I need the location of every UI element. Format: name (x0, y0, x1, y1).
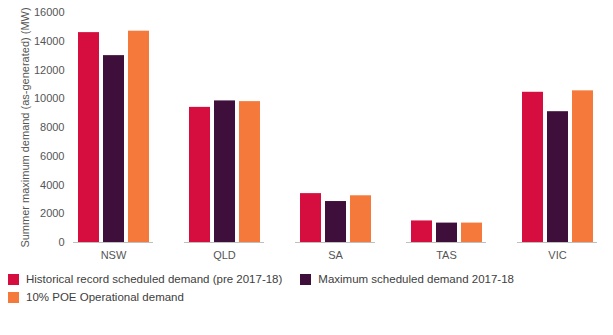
svg-text:12000: 12000 (34, 64, 65, 76)
svg-text:QLD: QLD (213, 249, 236, 261)
svg-text:NSW: NSW (101, 249, 127, 261)
svg-text:10000: 10000 (34, 92, 65, 104)
svg-text:Summer maximum demand (as-gene: Summer maximum demand (as-generated) (MW… (19, 7, 31, 247)
svg-text:VIC: VIC (548, 249, 566, 261)
html-text:10% POE Operational demand: 10% POE Operational demand (26, 291, 184, 303)
html-text:Historical record scheduled de: Historical record scheduled demand (pre … (26, 273, 283, 285)
svg-text:0: 0 (58, 236, 64, 248)
svg-text:TAS: TAS (436, 249, 457, 261)
svg-text:8000: 8000 (40, 121, 64, 133)
svg-text:SA: SA (328, 249, 343, 261)
html-text:Maximum scheduled demand 2017-: Maximum scheduled demand 2017-18 (318, 273, 514, 285)
svg-text:14000: 14000 (34, 35, 65, 47)
svg-text:16000: 16000 (34, 6, 65, 18)
svg-text:2000: 2000 (40, 207, 64, 219)
svg-text:4000: 4000 (40, 179, 64, 191)
svg-text:6000: 6000 (40, 150, 64, 162)
